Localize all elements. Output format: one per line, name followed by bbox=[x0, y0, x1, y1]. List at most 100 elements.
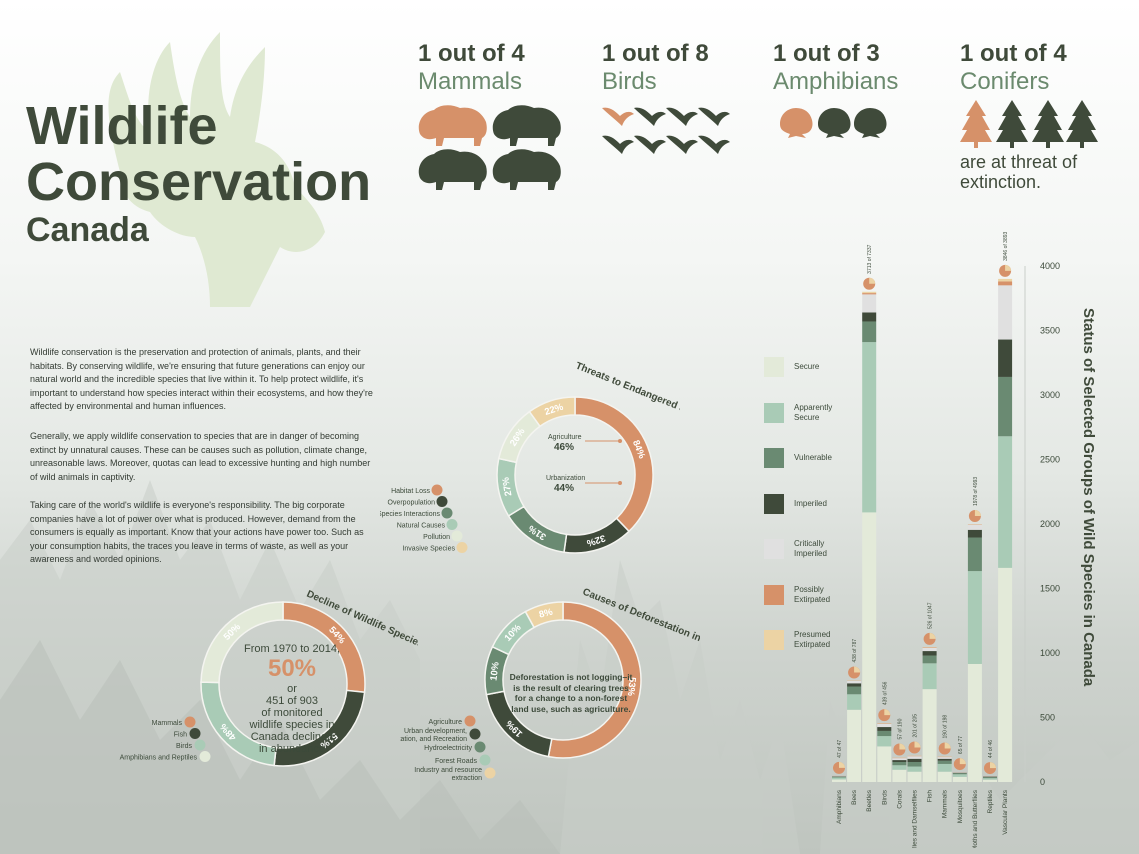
legend-label: Presumed Extirpated bbox=[794, 630, 831, 649]
conifer-icons bbox=[960, 100, 1098, 148]
center-line: in abundance bbox=[258, 743, 326, 755]
legend-label: Apparently Secure bbox=[794, 402, 833, 422]
bird-icon bbox=[602, 135, 634, 154]
bar-segment bbox=[907, 758, 922, 763]
bar-segment bbox=[967, 571, 982, 664]
bar-segment bbox=[862, 291, 877, 294]
bar-segment bbox=[922, 689, 937, 782]
bison-icon bbox=[418, 149, 487, 190]
legend-swatch bbox=[194, 739, 206, 751]
legend-label: Agriculture bbox=[429, 719, 463, 726]
stat-group: Birds bbox=[602, 68, 657, 95]
bar-segment bbox=[847, 686, 862, 695]
x-tick-label: Amphibians bbox=[836, 789, 843, 824]
bar-segment bbox=[892, 760, 907, 763]
legend-swatch bbox=[474, 741, 486, 753]
stat-amphibians: 1 out of 3 Amphibians bbox=[773, 40, 898, 96]
bar-segment bbox=[877, 723, 892, 728]
legend-label: Fish bbox=[174, 732, 187, 739]
legend-swatch bbox=[456, 542, 468, 553]
legend-swatch bbox=[446, 519, 458, 530]
x-tick-label: Birds bbox=[881, 789, 888, 805]
legend-swatch bbox=[436, 496, 448, 507]
conifer-icon bbox=[1032, 100, 1064, 148]
bar-segment bbox=[907, 756, 922, 759]
bar-segment bbox=[862, 294, 877, 313]
conifer-icon bbox=[960, 100, 992, 148]
third-paragraph: Taking care of the world's wildlife is e… bbox=[30, 500, 364, 565]
y-tick-label: 4000 bbox=[1040, 261, 1060, 271]
x-tick-label: Bees bbox=[851, 789, 858, 805]
legend-swatch bbox=[199, 751, 211, 762]
legend-label: Mammals bbox=[152, 720, 183, 727]
legend-swatch bbox=[479, 754, 491, 766]
bison-icon bbox=[492, 105, 561, 146]
bar-top-label: 57 of 190 bbox=[897, 718, 903, 739]
bar-segment bbox=[967, 537, 982, 572]
bar-segment bbox=[967, 529, 982, 538]
bar-segment bbox=[967, 524, 982, 530]
legend-label: Invasive Species bbox=[402, 546, 455, 553]
bar-top-label: 190 of 198 bbox=[943, 715, 949, 739]
annotation-dot bbox=[618, 481, 622, 485]
legend-label: Imperiled bbox=[794, 498, 827, 508]
annotation-value: 44% bbox=[554, 483, 574, 494]
legend-swatch bbox=[764, 493, 784, 514]
legend-label: Secure bbox=[794, 362, 820, 371]
center-line: 451 of 903 bbox=[266, 695, 318, 707]
bar-chart-title: Status of Selected Groups of Wild Specie… bbox=[1080, 308, 1097, 687]
bar-segment bbox=[952, 773, 967, 775]
bar-segment bbox=[998, 567, 1013, 782]
frog-icons bbox=[780, 108, 887, 138]
bar-pie-slice bbox=[944, 742, 951, 749]
legend-swatch bbox=[469, 728, 481, 740]
legend-swatch bbox=[764, 402, 784, 423]
legend-label: Amphibians and Reptiles bbox=[120, 755, 198, 762]
bar-segment bbox=[998, 376, 1013, 437]
bar-segment bbox=[983, 776, 997, 778]
legend-label: Forest Roads bbox=[435, 758, 478, 765]
y-tick-label: 3000 bbox=[1040, 390, 1060, 400]
legend-label: Birds bbox=[176, 743, 192, 750]
bar-top-label: 201 of 205 bbox=[913, 714, 919, 738]
center-line: Canada declined bbox=[250, 731, 334, 743]
deforestation-center-text: Deforestation is not logging–it is the r… bbox=[506, 672, 636, 714]
bar-segment bbox=[862, 293, 877, 295]
bison-icon bbox=[418, 105, 487, 146]
y-tick-label: 2000 bbox=[1040, 519, 1060, 529]
bar-segment bbox=[998, 281, 1013, 286]
bar-pie-slice bbox=[854, 666, 861, 673]
stat-fraction: 1 out of 3 bbox=[773, 40, 880, 67]
moose-silhouette bbox=[108, 32, 325, 307]
center-line: for a change to a non-forest bbox=[514, 693, 628, 703]
bar-segment bbox=[952, 772, 967, 773]
frog-icon bbox=[854, 108, 887, 138]
bird-icon bbox=[698, 135, 730, 154]
center-big-number: 50% bbox=[267, 655, 317, 682]
second-paragraph: Generally, we apply wildlife conservatio… bbox=[30, 431, 371, 482]
legend-label: Urban development, bbox=[404, 728, 467, 735]
title-line-1: Wildlife bbox=[26, 96, 218, 156]
stat-mammals: 1 out of 4 Mammals bbox=[418, 40, 525, 96]
bar-segment bbox=[937, 757, 952, 759]
bar-segment bbox=[862, 321, 877, 343]
x-tick-label: Corals bbox=[896, 789, 903, 809]
bar-segment bbox=[892, 762, 907, 766]
bar-segment bbox=[922, 647, 937, 648]
center-line: is the result of clearing trees bbox=[513, 682, 629, 693]
legend-label: Natural Causes bbox=[397, 523, 446, 530]
bird-icon bbox=[634, 135, 666, 154]
bar-segment bbox=[922, 651, 937, 656]
bar-segment bbox=[998, 278, 1013, 282]
x-tick-label: Moths and Butterflies bbox=[972, 789, 979, 848]
y-tick-label: 3500 bbox=[1040, 326, 1060, 336]
bar-segment bbox=[877, 730, 892, 737]
bar-pie-slice bbox=[914, 741, 921, 748]
legend-swatch bbox=[184, 716, 196, 728]
x-tick-label: Vascular Plants bbox=[1002, 789, 1009, 834]
bar-pie-slice bbox=[959, 758, 966, 765]
bison-icon bbox=[492, 149, 561, 190]
x-tick-label: Beetles bbox=[866, 789, 873, 811]
center-line: of monitored bbox=[261, 707, 323, 719]
